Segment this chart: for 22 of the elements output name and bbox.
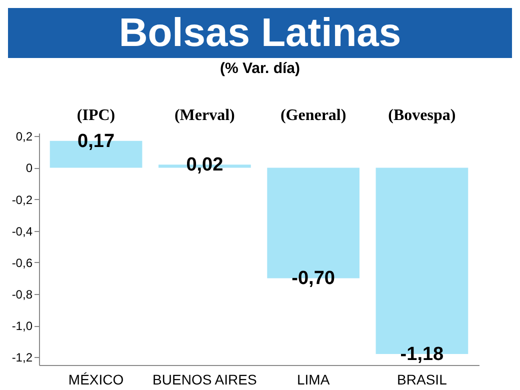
y-tick-label: -0,8: [12, 287, 33, 302]
text: (Merval): [174, 107, 235, 124]
text: (IPC): [76, 107, 116, 124]
text: (General): [280, 107, 346, 124]
data-label: 0,02: [186, 154, 224, 176]
data-label: -0,70: [292, 268, 335, 290]
chart-subtitle: (% Var. día): [218, 60, 302, 77]
x-tick-label: BUENOS AIRES: [152, 372, 257, 388]
y-tick-label: -1,0: [12, 319, 33, 334]
data-label: 0,17: [78, 130, 115, 152]
y-tick-label: 0: [26, 161, 33, 176]
y-tick-label: -1,2: [12, 350, 33, 365]
text: (Bovespa): [388, 107, 456, 124]
x-tick-label: LIMA: [296, 372, 330, 388]
x-tick-label: BRASIL: [397, 372, 448, 388]
y-tick-label: -0,6: [12, 256, 33, 270]
x-tick-label: MÉXICO: [68, 372, 124, 388]
y-tick-label: -0,4: [12, 224, 33, 238]
y-tick-label: -0,2: [12, 192, 33, 207]
y-tick-label: 0,2: [16, 130, 33, 144]
chart-title: Bolsas Latinas: [8, 8, 512, 58]
data-label: -1,18: [400, 344, 444, 365]
